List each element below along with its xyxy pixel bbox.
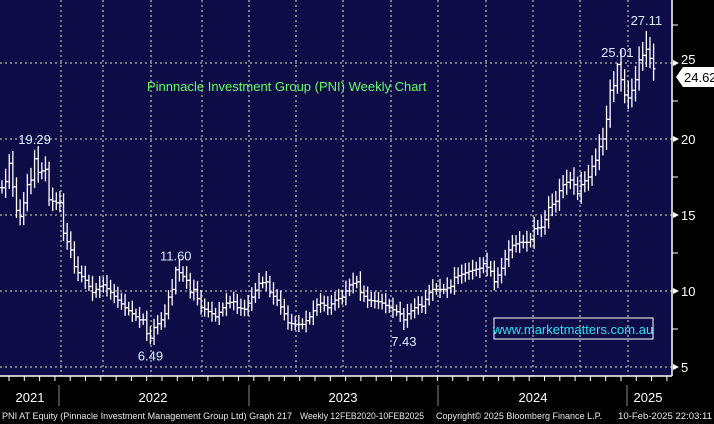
x-axis: 2021 2022 2023 2024 2025 bbox=[8, 376, 668, 406]
plot-area bbox=[0, 0, 672, 376]
y-tick-marker bbox=[673, 288, 679, 294]
footer-security: PNI AT Equity (Pinnacle Investment Manag… bbox=[2, 411, 292, 421]
grid bbox=[0, 0, 672, 376]
footer-copyright: Copyright© 2025 Bloomberg Finance L.P. bbox=[436, 411, 602, 421]
price-annotation: 27.11 bbox=[631, 13, 663, 28]
price-annotation: 11.60 bbox=[160, 249, 192, 264]
last-price-callout: 24.62 bbox=[676, 67, 714, 87]
price-annotation: 7.43 bbox=[391, 334, 416, 349]
year-label: 2023 bbox=[329, 390, 358, 405]
watermark-box bbox=[493, 317, 654, 340]
last-price-label: 24.62 bbox=[684, 70, 714, 85]
y-tick-label: 5 bbox=[681, 360, 688, 375]
y-tick-marker bbox=[673, 136, 679, 142]
watermark: www.marketmatters.com.au bbox=[492, 322, 653, 337]
year-label: 2022 bbox=[139, 390, 168, 405]
annotations: 19.29 11.60 6.49 7.43 25.01 27.11 bbox=[18, 13, 662, 363]
y-tick-label: 10 bbox=[681, 284, 695, 299]
footer-range: Weekly 12FEB2020-10FEB2025 bbox=[300, 411, 424, 421]
y-tick-marker bbox=[673, 60, 679, 66]
y-axis: 5 10 15 20 25 bbox=[671, 0, 695, 376]
chart-title: Pinnnacle Investment Group (PNI) Weekly … bbox=[147, 79, 427, 94]
y-tick-label: 15 bbox=[681, 208, 695, 223]
price-bars bbox=[0, 30, 656, 346]
year-label: 2025 bbox=[634, 390, 663, 405]
price-annotation: 25.01 bbox=[601, 45, 634, 60]
price-bar bbox=[651, 43, 656, 81]
price-annotation: 6.49 bbox=[138, 348, 163, 363]
y-tick-label: 20 bbox=[681, 132, 695, 147]
year-label: 2024 bbox=[519, 390, 548, 405]
price-annotation: 19.29 bbox=[18, 132, 51, 147]
footer-timestamp: 10-Feb-2025 22:03:11 bbox=[618, 411, 712, 421]
last-price-box bbox=[676, 67, 714, 87]
y-tick-marker bbox=[673, 212, 679, 218]
year-label: 2021 bbox=[16, 390, 45, 405]
y-tick-marker bbox=[673, 364, 679, 370]
y-tick-label: 25 bbox=[681, 52, 695, 67]
